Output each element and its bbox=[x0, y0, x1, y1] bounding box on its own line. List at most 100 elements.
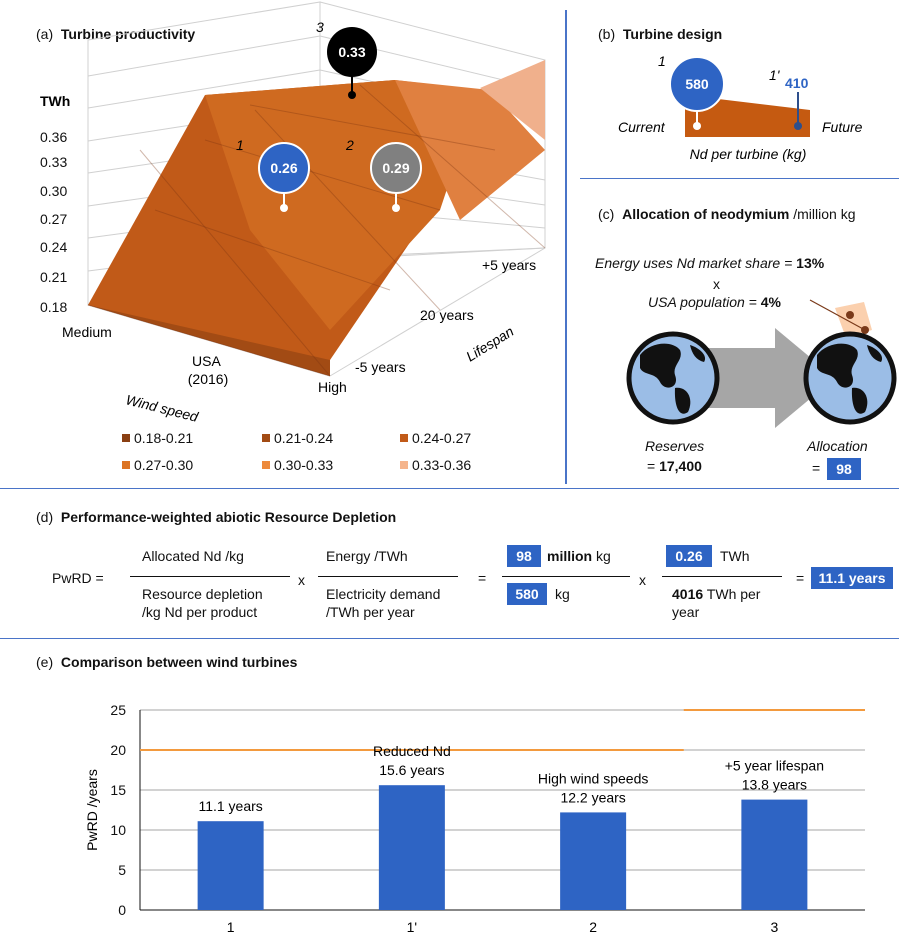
wind-tick-medium: Medium bbox=[62, 324, 112, 340]
globe-icon bbox=[626, 331, 720, 425]
reserves-value: 17,400 bbox=[659, 458, 702, 474]
surface-patch-high bbox=[395, 80, 545, 220]
z-tick-033: 0.33 bbox=[40, 154, 67, 170]
reserves-eq: = bbox=[647, 458, 660, 474]
point-marker-1: 1 0.26 bbox=[236, 137, 310, 212]
legend-swatch-6 bbox=[400, 461, 408, 469]
future-label: Future bbox=[822, 119, 863, 135]
point-1-id: 1 bbox=[236, 137, 244, 153]
fraction4-bar bbox=[662, 576, 782, 577]
pwrd-result: 11.1 years bbox=[811, 567, 893, 589]
allocation-arrow bbox=[690, 328, 835, 428]
x-tick-label-2: 1' bbox=[407, 919, 417, 935]
z-tick-027: 0.27 bbox=[40, 211, 67, 227]
life-axis-label: Lifespan bbox=[463, 323, 517, 365]
panel-c-title: (c) Allocation of neodymium /million kg bbox=[598, 206, 855, 222]
z-tick-018: 0.18 bbox=[40, 299, 67, 315]
legend-swatch-3 bbox=[400, 434, 408, 442]
y-tick-label-0: 0 bbox=[118, 902, 126, 918]
panel-b-title: (b) Turbine design bbox=[598, 26, 722, 42]
fraction1-den-line1: Resource depletion bbox=[142, 586, 263, 602]
life-tick-plus5: +5 years bbox=[482, 257, 536, 273]
z-tick-036: 0.36 bbox=[40, 129, 67, 145]
current-value: 580 bbox=[685, 76, 709, 92]
fraction1-numerator: Allocated Nd /kg bbox=[142, 548, 244, 564]
legend-item-6: 0.33-0.36 bbox=[400, 457, 471, 473]
allocation-value: 98 bbox=[827, 458, 861, 480]
z-tick-024: 0.24 bbox=[40, 239, 67, 255]
legend-label-1: 0.18-0.21 bbox=[134, 430, 194, 446]
wind-tick-high: High bbox=[318, 379, 347, 395]
legend-label-6: 0.33-0.36 bbox=[412, 457, 472, 473]
n1-value: 98 bbox=[507, 545, 541, 567]
point-3-value: 0.33 bbox=[338, 44, 365, 60]
allocation-label: Allocation bbox=[807, 438, 868, 454]
y-axis-label: PwRD /years bbox=[84, 769, 100, 851]
d2-value: 4016 bbox=[672, 586, 704, 602]
point-marker-3: 3 0.33 bbox=[316, 19, 377, 99]
separator-e bbox=[0, 638, 899, 639]
point-2-value: 0.29 bbox=[382, 160, 409, 176]
current-label: Current bbox=[618, 119, 666, 135]
globe-icon bbox=[803, 331, 897, 425]
bar-label-4-1: +5 year lifespan bbox=[725, 758, 824, 774]
x-tick-label-3: 2 bbox=[589, 919, 597, 935]
current-id: 1 bbox=[658, 53, 666, 69]
z-axis-unit: TWh bbox=[40, 93, 70, 109]
y-tick-label-15: 15 bbox=[110, 782, 126, 798]
n1-unit-bold: million bbox=[547, 548, 593, 564]
fraction3-bar bbox=[502, 576, 630, 577]
separator-bc bbox=[580, 178, 899, 179]
pop-label: USA population = bbox=[648, 294, 761, 310]
share-label: Energy uses Nd market share = bbox=[595, 255, 797, 271]
equals-sign-1: = bbox=[478, 570, 487, 586]
separator-d bbox=[0, 488, 899, 489]
legend-item-1: 0.18-0.21 bbox=[122, 430, 193, 446]
n2-value: 0.26 bbox=[666, 545, 712, 567]
surface-patch-top bbox=[480, 60, 545, 140]
panel-a-tag: (a) bbox=[36, 26, 54, 42]
bar-label-1-1: 11.1 years bbox=[198, 798, 262, 814]
separator-vertical bbox=[565, 10, 567, 484]
bar-label-2-1: Reduced Nd bbox=[373, 743, 451, 759]
nd-axis-label: Nd per turbine (kg) bbox=[690, 146, 807, 162]
y-tick-label-5: 5 bbox=[118, 862, 126, 878]
wind-tick-usa-line2: (2016) bbox=[188, 371, 228, 387]
panel-a-title: (a) Turbine productivity bbox=[36, 26, 195, 42]
x-tick-label-4: 3 bbox=[770, 919, 778, 935]
legend-item-4: 0.27-0.30 bbox=[122, 457, 193, 473]
wind-tick-usa-line1: USA bbox=[192, 353, 221, 369]
pop-value: 4% bbox=[760, 294, 781, 310]
reserves-label: Reserves bbox=[645, 438, 705, 454]
fraction2-numerator: Energy /TWh bbox=[326, 548, 408, 564]
panel-b-title-text: Turbine design bbox=[622, 26, 723, 42]
y-tick-label-25: 25 bbox=[110, 702, 126, 718]
bar-4 bbox=[741, 799, 808, 910]
future-id: 1' bbox=[769, 67, 781, 83]
legend-swatch-1 bbox=[122, 434, 130, 442]
panel-c-title-text: Allocation of neodymium bbox=[622, 206, 790, 222]
reserves-line: = 17,400 bbox=[647, 458, 702, 474]
legend-label-2: 0.21-0.24 bbox=[274, 430, 334, 446]
d2-line1: 4016 TWh per bbox=[672, 586, 760, 602]
allocation-graphic bbox=[626, 299, 897, 428]
bar-label-3-1: High wind speeds bbox=[538, 770, 649, 786]
panel-d-title: (d) Performance-weighted abiotic Resourc… bbox=[36, 509, 396, 525]
z-tick-021: 0.21 bbox=[40, 269, 67, 285]
legend-swatch-4 bbox=[122, 461, 130, 469]
bar-label-3-2: 12.2 years bbox=[560, 789, 625, 805]
z-axis-ticks: 0.36 0.33 0.30 0.27 0.24 0.21 0.18 bbox=[40, 129, 67, 315]
point-marker-2: 2 0.29 bbox=[345, 137, 422, 212]
future-value: 410 bbox=[785, 75, 809, 91]
share-value: 13% bbox=[796, 255, 825, 271]
times-sign-2: x bbox=[639, 572, 646, 588]
productivity-surface-chart: TWh 0.36 0.33 0.30 0.27 0.24 0.21 0.18 M… bbox=[40, 1, 546, 425]
legend-item-5: 0.30-0.33 bbox=[262, 457, 333, 473]
life-tick-20: 20 years bbox=[420, 307, 474, 323]
wind-axis-label: Wind speed bbox=[124, 391, 201, 425]
current-dot bbox=[693, 122, 701, 130]
life-tick-minus5: -5 years bbox=[355, 359, 406, 375]
population-line: USA population = 4% bbox=[648, 294, 781, 310]
times-sign: x bbox=[713, 276, 720, 292]
times-sign-1: x bbox=[298, 572, 305, 588]
